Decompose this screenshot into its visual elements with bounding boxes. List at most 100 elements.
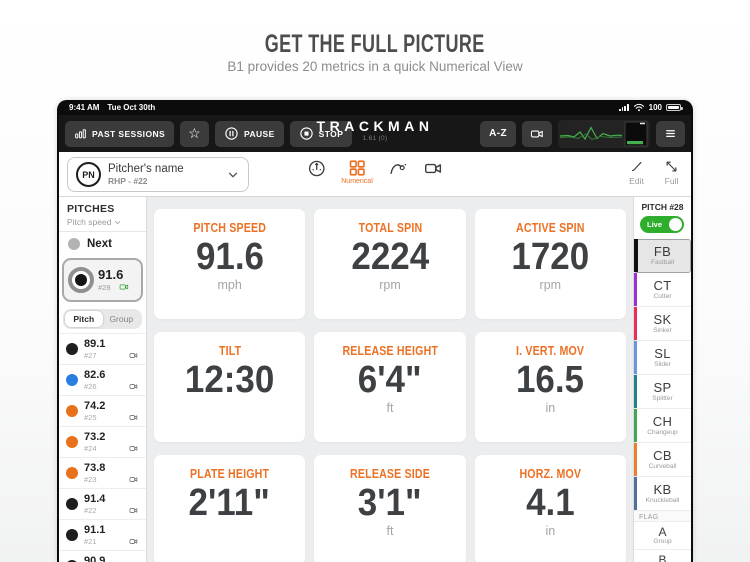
toggle-knob <box>669 218 682 231</box>
pitch-type-button[interactable]: CB Curveball <box>634 443 691 477</box>
metric-value: 4.1 <box>526 482 575 524</box>
pitch-type-dot <box>66 498 78 510</box>
pitch-number: #24 <box>84 443 97 453</box>
pitch-list-item[interactable]: 73.2 #24 <box>59 426 146 457</box>
pitch-type-dot <box>66 343 78 355</box>
video-camera-icon <box>128 444 139 453</box>
metric-card[interactable]: PITCH SPEED 91.6 mph <box>154 209 306 319</box>
pitch-type-code: SL <box>654 346 671 362</box>
battery-percent: 100 <box>648 103 662 112</box>
metric-title: PLATE HEIGHT <box>190 467 270 481</box>
pitch-list-item[interactable]: 91.1 #21 <box>59 519 146 550</box>
pitch-sort-dropdown[interactable]: Pitch speed <box>67 217 138 227</box>
full-screen-button[interactable]: Full <box>664 159 679 186</box>
pitch-list-item[interactable]: 73.8 #23 <box>59 457 146 488</box>
metric-card[interactable]: TOTAL SPIN 2224 rpm <box>314 209 466 319</box>
target-icon <box>68 267 94 293</box>
pitch-speed: 73.2 <box>84 431 106 444</box>
pitch-list-item[interactable]: 90.9 #20 <box>59 550 146 562</box>
pitch-type-button[interactable]: SL Slider <box>634 341 691 375</box>
pitch-type-color-bar <box>634 307 637 340</box>
stop-icon <box>299 126 314 141</box>
edit-button[interactable]: Edit <box>629 159 644 186</box>
video-view-button[interactable] <box>423 159 443 178</box>
pitch-type-button[interactable]: SP Splitter <box>634 375 691 409</box>
pitch-type-button[interactable]: CT Cutter <box>634 273 691 307</box>
status-date: Tue Oct 30th <box>107 103 156 112</box>
pitch-type-color-bar <box>634 375 637 408</box>
pitch-list-item[interactable]: 82.6 #26 <box>59 364 146 395</box>
pitch-type-code: KB <box>653 482 672 498</box>
pitch-group-tabs: Pitch Group <box>63 309 142 329</box>
metric-card[interactable]: PLATE HEIGHT 2'11" <box>154 455 306 562</box>
tab-pitch[interactable]: Pitch <box>65 311 103 327</box>
pitch-number: #22 <box>84 505 97 515</box>
video-camera-icon <box>128 413 139 422</box>
camera-button[interactable] <box>522 120 552 147</box>
pitch-speed: 74.2 <box>84 400 106 413</box>
pitch-list-item[interactable]: 89.1 #27 <box>59 333 146 364</box>
pitch-type-button[interactable]: FB Fastball <box>634 239 691 273</box>
metric-title: HORZ. MOV <box>519 467 582 481</box>
pitch-number: #25 <box>84 412 97 422</box>
pitch-type-button[interactable]: SK Sinker <box>634 307 691 341</box>
metric-card[interactable]: ACTIVE SPIN 1720 rpm <box>474 209 626 319</box>
video-camera-icon <box>128 506 139 515</box>
group-code: A <box>658 524 667 539</box>
numerical-view-button[interactable]: Numerical <box>341 159 373 185</box>
pitch-list-item[interactable]: 91.4 #22 <box>59 488 146 519</box>
past-sessions-button[interactable]: PAST SESSIONS <box>65 120 175 147</box>
pitch-type-code: FB <box>653 244 672 260</box>
pitch-type-code: CT <box>653 278 672 294</box>
selected-pitch-card[interactable]: 91.6 #28 <box>62 258 143 302</box>
stop-button[interactable]: STOP <box>289 120 353 147</box>
sort-az-button[interactable]: A-Z <box>480 120 516 147</box>
metric-card[interactable]: HORZ. MOV 4.1 in <box>474 455 626 562</box>
radar-waveform[interactable] <box>558 119 650 148</box>
trajectory-view-button[interactable] <box>388 159 408 178</box>
metric-value: 3'1" <box>358 482 422 524</box>
pause-icon <box>224 126 239 141</box>
menu-button[interactable] <box>656 120 685 147</box>
gauge-view-button[interactable] <box>307 159 326 178</box>
pause-button[interactable]: PAUSE <box>215 120 284 147</box>
pitch-type-color-bar <box>634 341 637 374</box>
star-icon: ☆ <box>188 125 202 141</box>
pitch-type-color-bar <box>634 443 637 476</box>
metric-title: ACTIVE SPIN <box>516 221 585 235</box>
status-time: 9:41 AM <box>69 103 100 112</box>
pitch-type-button[interactable]: KB Knuckleball <box>634 477 691 511</box>
next-pitch-row: Next <box>59 232 146 256</box>
metric-title: TILT <box>218 344 241 358</box>
pitch-type-color-bar <box>634 239 638 272</box>
video-camera-icon <box>423 159 443 178</box>
wifi-icon <box>633 103 645 112</box>
live-label: Live <box>647 220 663 229</box>
metric-card[interactable]: TILT 12:30 <box>154 332 306 442</box>
next-label: Next <box>87 238 112 250</box>
pitch-type-name: Slider <box>654 360 671 368</box>
pitcher-selector[interactable]: PN Pitcher's name RHP - #22 <box>67 157 249 192</box>
pitch-type-button[interactable]: CH Changeup <box>634 409 691 443</box>
pitch-list-item[interactable]: 74.2 #25 <box>59 395 146 426</box>
pitch-type-name: Splitter <box>652 394 673 402</box>
metric-card[interactable]: I. VERT. MOV 16.5 in <box>474 332 626 442</box>
flag-group-button[interactable]: A Group <box>634 522 691 550</box>
cellular-signal-icon <box>619 104 629 111</box>
live-toggle[interactable]: Live <box>640 216 684 233</box>
metric-value: 2224 <box>351 236 429 278</box>
metric-unit: in <box>545 523 556 538</box>
flag-group-button[interactable]: B Group <box>634 550 691 562</box>
pitch-type-dot <box>66 529 78 541</box>
top-toolbar: PAST SESSIONS ☆ PAUSE STOP TRACKMAN 1.61… <box>59 115 691 152</box>
battery-icon <box>666 103 683 112</box>
metric-card[interactable]: RELEASE SIDE 3'1" ft <box>314 455 466 562</box>
pitches-title: PITCHES <box>67 203 115 215</box>
favorite-star-button[interactable]: ☆ <box>180 120 210 147</box>
tab-group[interactable]: Group <box>109 314 134 324</box>
metric-card[interactable]: RELEASE HEIGHT 6'4" ft <box>314 332 466 442</box>
group-code: B <box>658 552 667 562</box>
metric-unit: in <box>545 400 556 415</box>
grid-icon <box>348 159 366 177</box>
metric-unit: rpm <box>379 277 401 292</box>
